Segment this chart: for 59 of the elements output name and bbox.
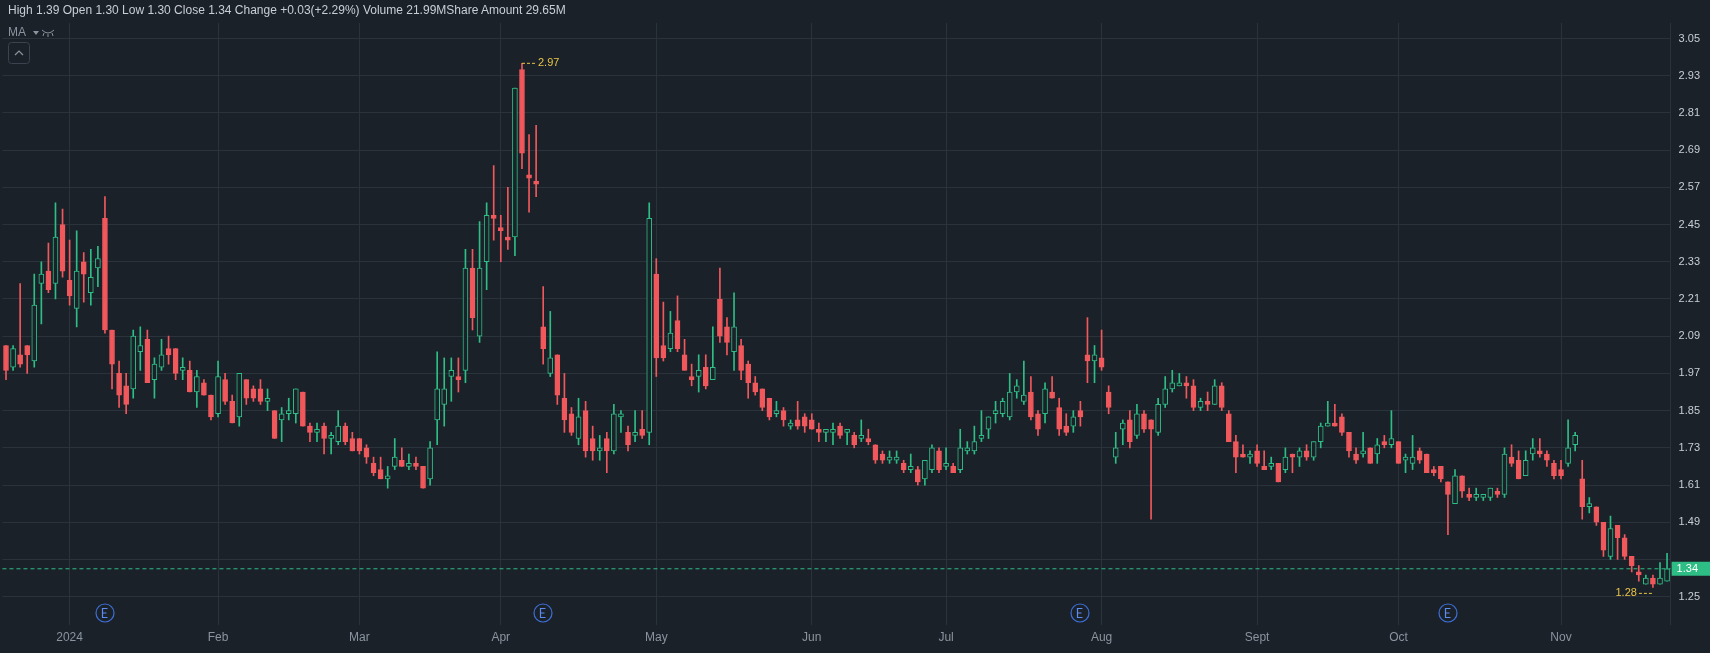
x-tick-label: Apr xyxy=(491,630,511,645)
candlestick xyxy=(1261,450,1267,470)
y-tick-label: 2.93 xyxy=(1678,68,1701,81)
x-tick-label: Sept xyxy=(1244,630,1271,645)
ref-line-label: 1.34 xyxy=(1676,561,1699,574)
candlestick xyxy=(17,283,23,368)
y-tick-label: 2.09 xyxy=(1678,329,1701,342)
y-tick-label: 2.57 xyxy=(1678,180,1701,193)
y-tick-label: 1.73 xyxy=(1678,440,1701,453)
candlestick xyxy=(695,354,702,393)
candlestick xyxy=(441,357,448,427)
x-tick-label: Feb xyxy=(207,630,229,645)
y-tick-label: 3.05 xyxy=(1678,31,1701,44)
annotation: 1.28 xyxy=(1615,586,1637,599)
candlestick xyxy=(816,422,822,442)
x-tick-label: Mar xyxy=(349,630,370,645)
x-tick-label: May xyxy=(644,630,668,645)
y-tick-label: 1.61 xyxy=(1678,478,1701,491)
candlestick xyxy=(1148,419,1154,520)
y-tick-label: 1.49 xyxy=(1678,515,1701,528)
candlestick xyxy=(179,357,186,380)
candlestick xyxy=(533,125,539,197)
candlestick xyxy=(858,419,865,442)
y-tick-label: 2.21 xyxy=(1678,292,1701,305)
annotation: 2.97 xyxy=(537,56,560,69)
x-tick-label: Nov xyxy=(1550,630,1572,645)
candlestick xyxy=(384,466,391,489)
candlestick xyxy=(632,410,638,442)
annotation: MA xyxy=(8,25,26,39)
candlestick xyxy=(1021,360,1027,405)
candlestick xyxy=(639,410,645,439)
candlestick xyxy=(314,422,320,442)
candlestick xyxy=(328,432,334,455)
candlestick xyxy=(618,410,624,433)
candlestick xyxy=(490,165,497,241)
candlestick xyxy=(497,214,504,263)
x-tick-label: Jun xyxy=(802,630,822,645)
y-tick-label: 2.33 xyxy=(1678,254,1701,267)
candlestick xyxy=(137,326,144,371)
x-tick-label: 2024 xyxy=(56,630,84,645)
candlestick xyxy=(907,453,914,473)
candlestick xyxy=(448,357,455,402)
y-tick-label: 2.69 xyxy=(1678,143,1701,156)
candlestick xyxy=(943,447,949,470)
candlestick xyxy=(285,397,292,421)
y-tick-label: 2.45 xyxy=(1678,217,1701,230)
y-tick-label: 1.85 xyxy=(1678,403,1701,416)
candlestick xyxy=(710,326,716,380)
y-tick-label: 2.81 xyxy=(1678,105,1701,118)
candlestick xyxy=(830,422,836,446)
y-tick-label: 1.97 xyxy=(1678,366,1701,379)
x-tick-label: Aug xyxy=(1090,630,1113,645)
candlestick xyxy=(95,245,101,287)
text: High 1.39 Open 1.30 Low 1.30 Close 1.34 Change +0.03(+2.29%) Volume 21.99MShare Amount 29.65M xyxy=(8,3,566,17)
candlestick xyxy=(1445,481,1451,535)
x-tick-label: Jul xyxy=(938,630,954,645)
x-tick-label: Oct xyxy=(1389,630,1409,645)
y-tick-label: 1.25 xyxy=(1678,589,1701,602)
candlestick xyxy=(547,311,554,377)
